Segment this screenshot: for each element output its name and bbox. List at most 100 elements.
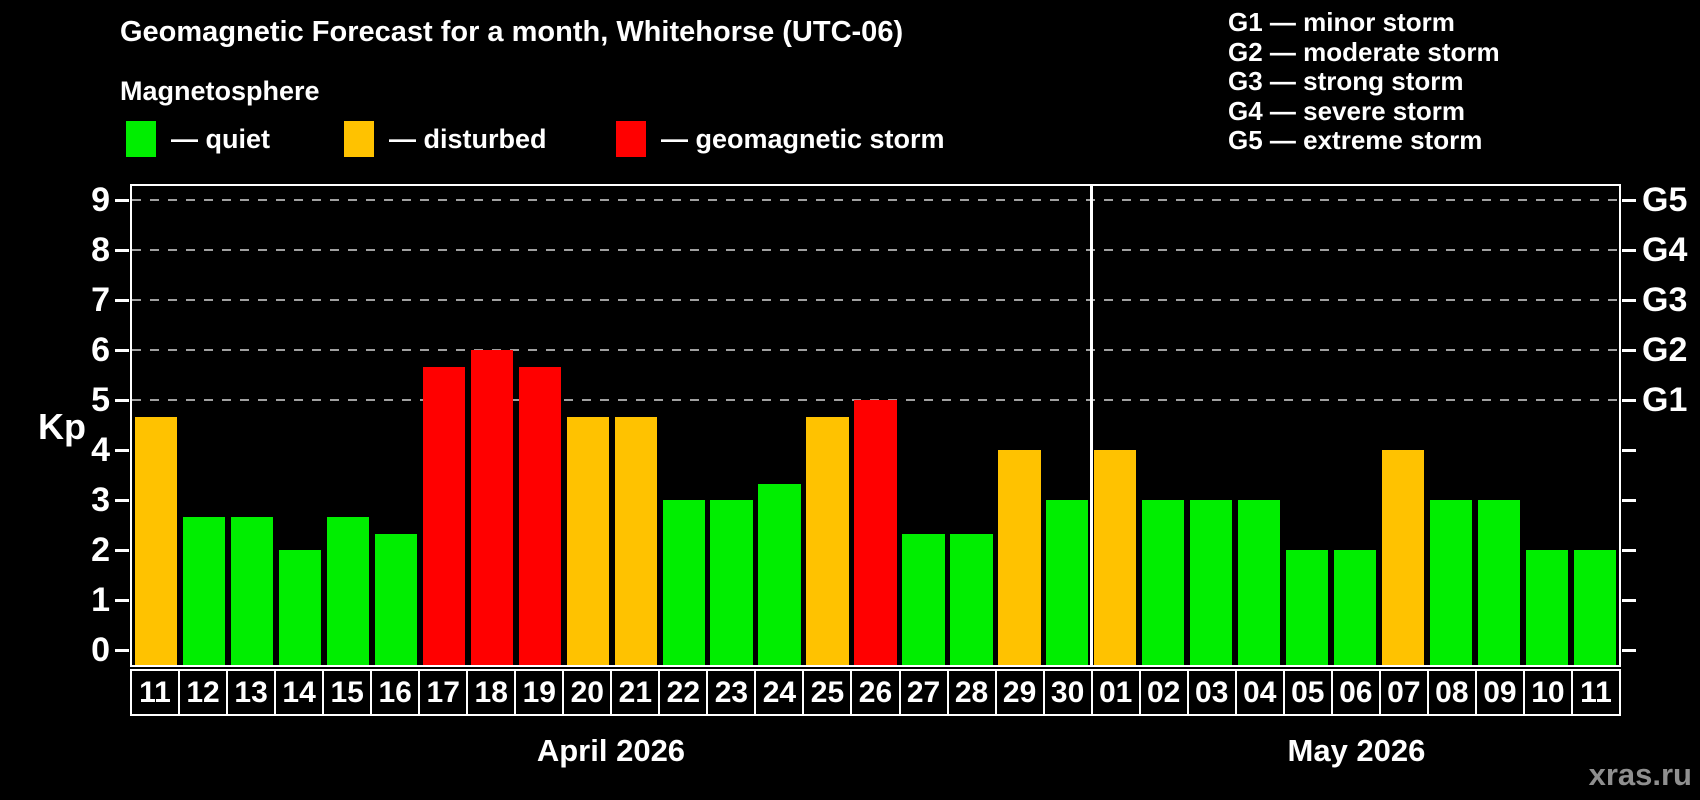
chart-subtitle: Magnetosphere <box>120 76 320 106</box>
left-tick-kp7 <box>115 299 129 302</box>
kp-bar-day-02 <box>1142 500 1185 665</box>
day-cell-06: 06 <box>1330 669 1381 716</box>
day-cell-11: 11 <box>130 669 181 716</box>
day-cell-23: 23 <box>706 669 757 716</box>
day-cell-08: 08 <box>1426 669 1477 716</box>
legend-label-disturbed: — disturbed <box>389 123 547 154</box>
y-tick-label-2: 2 <box>91 531 110 569</box>
right-tick-kp3 <box>1622 499 1636 502</box>
day-cell-04: 04 <box>1234 669 1285 716</box>
day-cell-22: 22 <box>658 669 709 716</box>
day-cell-05: 05 <box>1282 669 1333 716</box>
kp-bar-day-11 <box>1573 550 1617 665</box>
day-cell-11: 11 <box>1570 669 1621 716</box>
left-tick-kp3 <box>115 499 129 502</box>
kp-bar-day-27 <box>902 533 945 665</box>
legend-item-disturbed: — disturbed <box>344 120 547 158</box>
gridline-kp7 <box>132 299 1619 301</box>
day-cell-14: 14 <box>274 669 325 716</box>
right-tick-kp9 <box>1622 199 1636 202</box>
gridline-kp6 <box>132 349 1619 351</box>
month-separator <box>1090 186 1094 665</box>
left-tick-kp8 <box>115 249 129 252</box>
kp-bar-day-23 <box>710 500 753 665</box>
kp-bar-day-06 <box>1334 550 1377 665</box>
g-legend-line-g5: G5 — extreme storm <box>1228 125 1483 155</box>
gridline-kp9 <box>132 199 1619 201</box>
legend-item-storm: — geomagnetic storm <box>616 120 945 158</box>
gridline-kp8 <box>132 249 1619 251</box>
left-tick-kp5 <box>115 399 129 402</box>
kp-bar-day-09 <box>1477 500 1521 665</box>
day-cell-13: 13 <box>226 669 277 716</box>
y-tick-label-5: 5 <box>91 381 110 419</box>
day-cell-10: 10 <box>1522 669 1573 716</box>
day-cell-21: 21 <box>610 669 661 716</box>
kp-bar-day-28 <box>950 533 993 665</box>
day-cell-17: 17 <box>418 669 469 716</box>
right-tick-kp4 <box>1622 449 1636 452</box>
kp-bar-day-12 <box>182 516 226 665</box>
y-tick-label-9: 9 <box>91 181 110 219</box>
kp-bar-day-07 <box>1382 450 1425 665</box>
kp-bar-day-29 <box>998 450 1041 665</box>
kp-bar-day-03 <box>1190 500 1233 665</box>
g-tick-label-g5: G5 <box>1642 181 1688 219</box>
day-cell-01: 01 <box>1090 669 1141 716</box>
y-tick-label-0: 0 <box>91 631 110 669</box>
day-cell-15: 15 <box>322 669 373 716</box>
y-tick-label-3: 3 <box>91 481 110 519</box>
kp-bar-day-22 <box>662 500 705 665</box>
right-tick-kp0 <box>1622 649 1636 652</box>
month-label-1: May 2026 <box>1287 733 1426 768</box>
legend-label-storm: — geomagnetic storm <box>661 123 945 154</box>
kp-bar-day-14 <box>278 550 321 665</box>
g-legend-line-g2: G2 — moderate storm <box>1228 36 1500 67</box>
kp-bar-day-04 <box>1238 500 1281 665</box>
kp-bar-day-24 <box>758 483 801 665</box>
g-scale-legend: G1 — minor storm G2 — moderate storm G3 … <box>1228 7 1500 156</box>
left-tick-kp0 <box>115 649 129 652</box>
day-cell-02: 02 <box>1138 669 1189 716</box>
y-tick-label-4: 4 <box>91 431 110 469</box>
day-cell-09: 09 <box>1474 669 1525 716</box>
right-tick-kp7 <box>1622 299 1636 302</box>
g-legend-line-g3: G3 — strong storm <box>1228 66 1464 96</box>
left-tick-kp2 <box>115 549 129 552</box>
kp-bar-day-20 <box>566 416 609 665</box>
left-tick-kp9 <box>115 199 129 202</box>
left-tick-kp4 <box>115 449 129 452</box>
g-tick-label-g1: G1 <box>1642 381 1688 419</box>
plot-area <box>130 184 1621 667</box>
g-tick-label-g4: G4 <box>1642 231 1688 269</box>
g-legend-line-g1: G1 — minor storm <box>1228 7 1455 37</box>
kp-bar-day-16 <box>374 533 417 665</box>
day-axis-row: 11 12 13 14 15 16 17 18 19 20 21 22 23 24 25 26 27 28 29 30… <box>130 669 1621 716</box>
kp-bar-day-18 <box>470 350 513 665</box>
y-tick-label-7: 7 <box>91 281 110 319</box>
day-cell-20: 20 <box>562 669 613 716</box>
kp-bar-day-13 <box>230 516 274 665</box>
y-tick-label-6: 6 <box>91 331 110 369</box>
day-cell-28: 28 <box>946 669 997 716</box>
quiet-swatch <box>126 121 156 157</box>
day-cell-18: 18 <box>466 669 517 716</box>
left-tick-kp1 <box>115 599 129 602</box>
legend-item-quiet: — quiet <box>126 120 270 158</box>
right-tick-kp6 <box>1622 349 1636 352</box>
g-tick-label-g3: G3 <box>1642 281 1688 319</box>
left-tick-kp6 <box>115 349 129 352</box>
kp-bar-day-11 <box>134 416 178 665</box>
y-tick-label-8: 8 <box>91 231 110 269</box>
right-tick-kp8 <box>1622 249 1636 252</box>
kp-bar-day-21 <box>614 416 657 665</box>
storm-swatch <box>616 121 646 157</box>
g-legend-line-g4: G4 — severe storm <box>1228 95 1466 126</box>
right-tick-kp5 <box>1622 399 1636 402</box>
day-cell-16: 16 <box>370 669 421 716</box>
chart-title: Geomagnetic Forecast for a month, Whiteh… <box>120 16 904 48</box>
legend-label-quiet: — quiet <box>171 123 270 154</box>
y-tick-label-1: 1 <box>91 581 110 619</box>
day-cell-03: 03 <box>1186 669 1237 716</box>
